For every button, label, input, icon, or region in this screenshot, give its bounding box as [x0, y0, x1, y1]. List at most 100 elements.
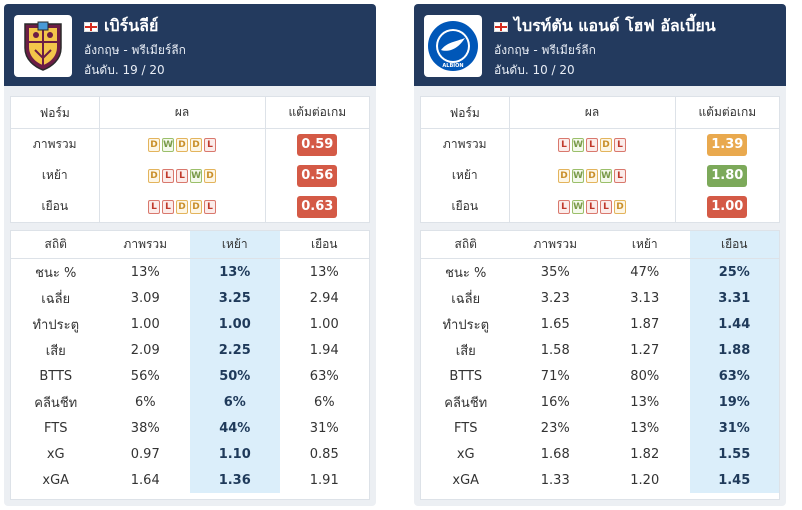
stat-label: FTS	[454, 420, 478, 436]
result-badge[interactable]: D	[204, 168, 217, 183]
result-badge[interactable]: D	[176, 199, 189, 214]
result-badge[interactable]: W	[572, 168, 585, 183]
team-name-text: ไบรท์ตัน แอนด์ โฮฟ อัลเบี้ยน	[514, 16, 716, 35]
result-badge[interactable]: L	[586, 199, 599, 214]
stat-label: คลีนชีท	[34, 395, 78, 411]
stats-row: คลีนชีท 16% 13% 19%	[421, 389, 779, 415]
stat-label: เสีย	[45, 343, 66, 359]
team-logo[interactable]	[14, 15, 72, 77]
team-header: เบิร์นลีย์ อังกฤษ - พรีเมียร์ลีก อันดับ.…	[4, 4, 376, 86]
stat-label: คลีนชีท	[444, 395, 488, 411]
form-row-label: ภาพรวม	[32, 137, 77, 151]
stats-row: FTS 23% 13% 31%	[421, 415, 779, 441]
result-badge[interactable]: D	[190, 137, 203, 152]
result-badge[interactable]: L	[162, 199, 175, 214]
result-badge[interactable]: D	[190, 199, 203, 214]
ppg-cell: 0.63	[266, 191, 369, 222]
stat-value: 1.94	[309, 342, 339, 358]
stats-table: สถิติ ภาพรวม เหย้า เยือน ชนะ % 13% 13% 13% เ…	[10, 230, 370, 500]
form-table: ฟอร์ม ผล แต้มต่อเกม ภาพรวม L W L D L 1.39 เหย้า…	[420, 96, 780, 223]
result-badge[interactable]: D	[614, 199, 627, 214]
result-badge[interactable]: D	[600, 137, 613, 152]
stat-value: 3.13	[630, 290, 660, 306]
stats-row: เสีย 1.58 1.27 1.88	[421, 337, 779, 363]
stat-value: 80%	[630, 368, 660, 384]
result-badge[interactable]: D	[586, 168, 599, 183]
stats-row: xGA 1.64 1.36 1.91	[11, 467, 369, 493]
form-row-label: เหย้า	[41, 168, 68, 182]
result-badge[interactable]: L	[162, 168, 175, 183]
ppg-cell: 1.39	[676, 129, 779, 160]
stats-row: ทำประตู 1.65 1.87 1.44	[421, 311, 779, 337]
stat-value: 1.27	[630, 342, 660, 358]
result-badge[interactable]: L	[176, 168, 189, 183]
ppg-badge: 1.00	[707, 195, 748, 218]
result-header: ผล	[508, 97, 676, 128]
stat-header: สถิติ	[44, 237, 67, 251]
overall-header: ภาพรวม	[123, 237, 168, 251]
stat-value: 2.09	[130, 342, 160, 358]
result-badge[interactable]: L	[586, 137, 599, 152]
result-badge[interactable]: W	[600, 168, 613, 183]
stat-label: ทำประตู	[32, 317, 80, 333]
stats-row: FTS 38% 44% 31%	[11, 415, 369, 441]
result-badge[interactable]: L	[600, 199, 613, 214]
result-badge[interactable]: L	[204, 199, 217, 214]
team-name-text: เบิร์นลีย์	[104, 16, 159, 35]
form-row-label: เหย้า	[451, 168, 478, 182]
stat-value: 13%	[130, 264, 160, 280]
result-badge[interactable]: D	[176, 137, 189, 152]
stat-value: 3.23	[540, 290, 570, 306]
stat-value: 35%	[540, 264, 570, 280]
stat-value: 47%	[630, 264, 660, 280]
stat-value: 16%	[540, 394, 570, 410]
result-badge[interactable]: D	[148, 168, 161, 183]
form-row: ภาพรวม D W D D L 0.59	[11, 129, 369, 160]
stat-label: BTTS	[449, 368, 483, 384]
stat-value: 1.10	[190, 441, 280, 467]
stats-row: เสีย 2.09 2.25 1.94	[11, 337, 369, 363]
form-table-header: ฟอร์ม ผล แต้มต่อเกม	[11, 97, 369, 129]
form-row: ภาพรวม L W L D L 1.39	[421, 129, 779, 160]
stat-value: 1.65	[540, 316, 570, 332]
stat-value: 13%	[309, 264, 339, 280]
rank-label: อันดับ. 10 / 20	[494, 63, 575, 77]
stat-value: 31%	[689, 415, 779, 441]
result-badge[interactable]: L	[558, 137, 571, 152]
result-header: ผล	[98, 97, 266, 128]
team-logo[interactable]: ALBION	[424, 15, 482, 77]
result-badge[interactable]: L	[558, 199, 571, 214]
result-badge[interactable]: W	[190, 168, 203, 183]
stats-row: คลีนชีท 6% 6% 6%	[11, 389, 369, 415]
stat-label: ชนะ %	[35, 265, 77, 281]
stat-value: 1.88	[689, 337, 779, 363]
stat-label: xGA	[42, 472, 70, 488]
result-badge[interactable]: W	[572, 137, 585, 152]
result-badge[interactable]: L	[148, 199, 161, 214]
result-badge[interactable]: W	[162, 137, 175, 152]
result-badge[interactable]: D	[148, 137, 161, 152]
stat-value: 71%	[540, 368, 570, 384]
away-header: เยือน	[310, 237, 338, 251]
stats-row: xG 1.68 1.82 1.55	[421, 441, 779, 467]
stats-row: BTTS 71% 80% 63%	[421, 363, 779, 389]
result-badge[interactable]: D	[558, 168, 571, 183]
form-row-label: ภาพรวม	[442, 137, 487, 151]
stat-value: 1.33	[540, 472, 570, 488]
form-header: ฟอร์ม	[39, 105, 70, 120]
result-badge[interactable]: L	[204, 137, 217, 152]
result-badge[interactable]: L	[614, 168, 627, 183]
stat-value: 1.68	[540, 446, 570, 462]
form-row: เหย้า D L L W D 0.56	[11, 160, 369, 191]
stat-value: 1.45	[689, 467, 779, 493]
team-name[interactable]: เบิร์นลีย์	[84, 14, 158, 39]
ppg-badge: 1.80	[707, 164, 748, 187]
form-row: เยือน L L D D L 0.63	[11, 191, 369, 222]
team-name[interactable]: ไบรท์ตัน แอนด์ โฮฟ อัลเบี้ยน	[494, 14, 716, 39]
result-badge[interactable]: W	[572, 199, 585, 214]
stat-label: ชนะ %	[445, 265, 487, 281]
england-flag-icon	[494, 21, 508, 32]
result-badge[interactable]: L	[614, 137, 627, 152]
stats-row: ชนะ % 35% 47% 25%	[421, 259, 779, 285]
